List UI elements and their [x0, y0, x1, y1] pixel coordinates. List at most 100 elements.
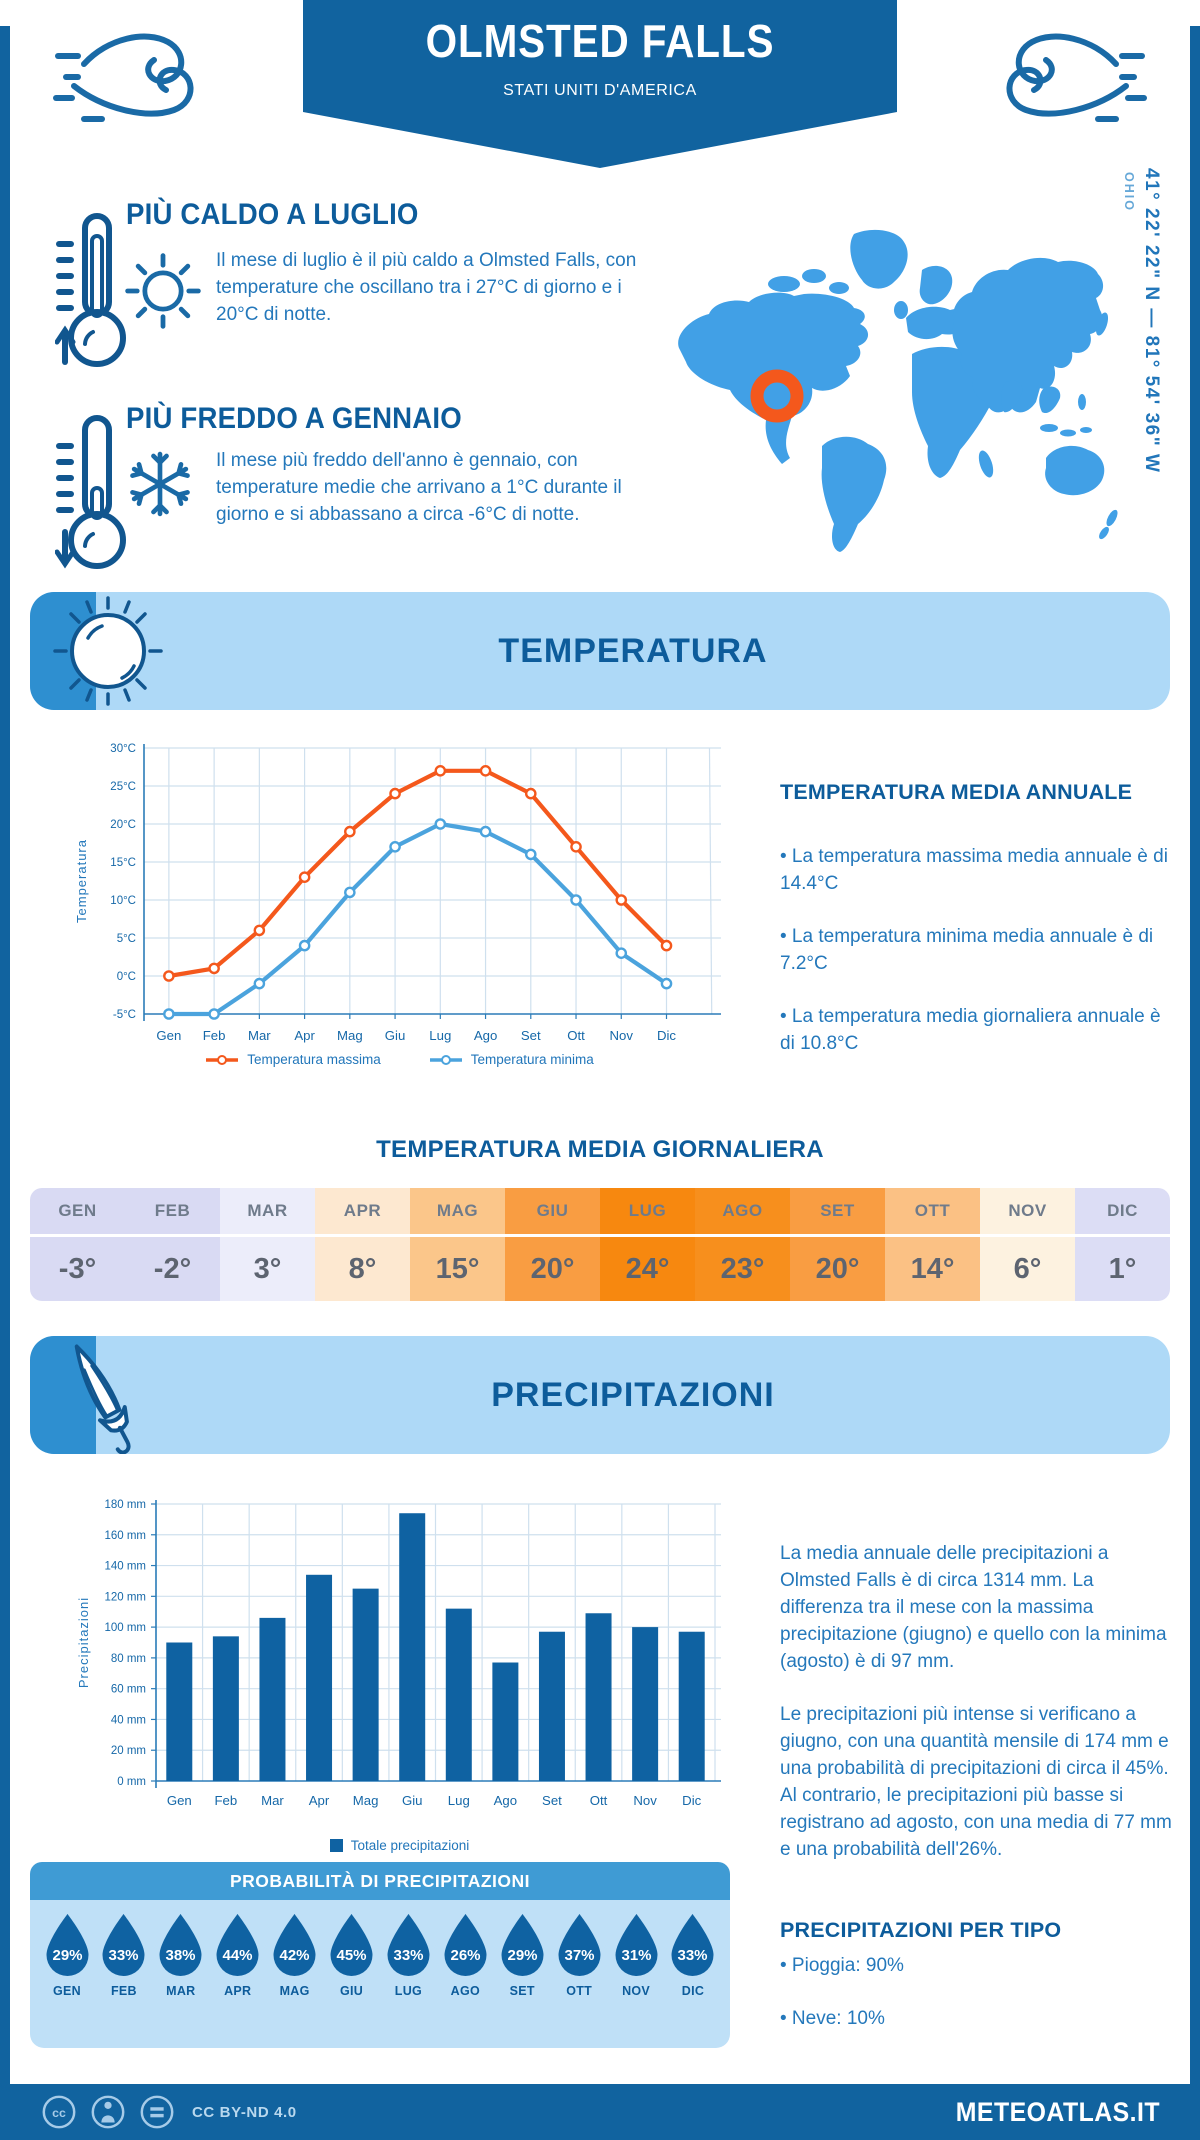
- table-temp-value: -2°: [125, 1237, 220, 1301]
- sun-icon: [125, 253, 201, 329]
- svg-text:180 mm: 180 mm: [104, 1499, 146, 1511]
- table-month-header: MAR: [220, 1188, 315, 1234]
- table-temp-value: 8°: [315, 1237, 410, 1301]
- svg-text:Gen: Gen: [167, 1793, 192, 1808]
- table-month-header: AGO: [695, 1188, 790, 1234]
- droplet-icon: 33%: [387, 1914, 430, 1976]
- svg-text:44%: 44%: [223, 1947, 253, 1964]
- svg-text:Temperatura: Temperatura: [74, 839, 89, 923]
- table-temp-value: 24°: [600, 1237, 695, 1301]
- svg-text:160 mm: 160 mm: [104, 1530, 146, 1542]
- svg-text:120 mm: 120 mm: [104, 1591, 146, 1603]
- probability-droplet: 37% OTT: [552, 1912, 606, 1998]
- header-banner: OLMSTED FALLS STATI UNITI D'AMERICA: [303, 0, 897, 112]
- droplet-icon: 38%: [159, 1914, 202, 1976]
- legend-square-swatch: [329, 1839, 343, 1852]
- svg-text:Ott: Ott: [567, 1028, 585, 1043]
- umbrella-icon: [74, 1344, 131, 1454]
- annual-temp-heading: TEMPERATURA MEDIA ANNUALE: [780, 780, 1133, 804]
- svg-text:45%: 45%: [337, 1947, 367, 1964]
- svg-text:140 mm: 140 mm: [104, 1561, 146, 1573]
- legend-line-swatch: [429, 1054, 462, 1065]
- table-temp-value: 20°: [505, 1237, 600, 1301]
- probability-droplet: 45% GIU: [325, 1912, 379, 1998]
- table-month-header: NOV: [980, 1188, 1075, 1234]
- probability-droplet: 33% DIC: [666, 1912, 720, 1998]
- temperature-chart-legend: Temperatura massima Temperatura minima: [72, 1052, 727, 1067]
- left-edge-bar: [0, 26, 10, 2140]
- table-temp-value: 14°: [885, 1237, 980, 1301]
- precip-type-bullets: • Pioggia: 90% • Neve: 10%: [780, 1952, 1172, 2058]
- svg-text:Lug: Lug: [448, 1793, 470, 1808]
- legend-item: Temperatura massima: [205, 1052, 381, 1067]
- precipitation-chart-legend: Totale precipitazioni: [72, 1838, 727, 1853]
- probability-droplet: 31% NOV: [609, 1912, 663, 1998]
- no-derivatives-icon: [140, 2095, 174, 2129]
- map-region-label: OHIO: [1122, 172, 1136, 212]
- table-month-header: FEB: [125, 1188, 220, 1234]
- droplet-month-label: NOV: [622, 1984, 651, 1998]
- wind-icon: [1006, 33, 1147, 122]
- table-temp-value: 1°: [1075, 1237, 1170, 1301]
- summary-paragraph: La media annuale delle precipitazioni a …: [780, 1543, 1167, 1672]
- svg-text:26%: 26%: [450, 1947, 480, 1964]
- svg-text:20°C: 20°C: [110, 819, 136, 831]
- brand-label: METEOATLAS.IT: [955, 2096, 1160, 2127]
- svg-text:Precipitazioni: Precipitazioni: [76, 1597, 91, 1688]
- svg-text:Mag: Mag: [337, 1028, 363, 1043]
- probability-banner: PROBABILITÀ DI PRECIPITAZIONI: [30, 1862, 730, 1900]
- bullet-item: • La temperatura minima media annuale è …: [780, 926, 1154, 974]
- svg-text:100 mm: 100 mm: [104, 1622, 146, 1634]
- daily-mean-heading: TEMPERATURA MEDIA GIORNALIERA: [376, 1136, 824, 1163]
- droplet-row: 29% GEN 33% FEB 38% MAR 44% APR 42% MAG 45% GIU 33% L…: [30, 1900, 730, 1998]
- legend-label: Temperatura minima: [470, 1052, 594, 1067]
- svg-text:Mar: Mar: [261, 1793, 284, 1808]
- droplet-month-label: FEB: [110, 1984, 137, 1998]
- droplet-month-label: APR: [224, 1984, 252, 1998]
- svg-text:37%: 37%: [564, 1947, 594, 1964]
- probability-panel: 29% GEN 33% FEB 38% MAR 44% APR 42% MAG 45% GIU 33% L…: [30, 1900, 730, 2048]
- table-temp-value: -3°: [30, 1237, 125, 1301]
- thermometer-hot-icon: [55, 213, 126, 367]
- svg-text:10°C: 10°C: [110, 895, 136, 907]
- table-month-header: SET: [790, 1188, 885, 1234]
- svg-text:Giu: Giu: [385, 1028, 406, 1043]
- svg-text:Set: Set: [542, 1793, 562, 1808]
- probability-droplet: 33% LUG: [381, 1912, 435, 1998]
- svg-text:38%: 38%: [166, 1947, 196, 1964]
- table-temp-value: 15°: [410, 1237, 505, 1301]
- probability-droplet: 44% APR: [211, 1912, 265, 1998]
- svg-text:Mar: Mar: [248, 1028, 271, 1043]
- page-subtitle: STATI UNITI D'AMERICA: [503, 82, 697, 99]
- svg-text:20 mm: 20 mm: [111, 1745, 146, 1757]
- probability-droplet: 26% AGO: [438, 1912, 492, 1998]
- droplet-month-label: GEN: [53, 1984, 81, 1998]
- svg-text:Nov: Nov: [633, 1793, 657, 1808]
- probability-droplet: 42% MAG: [268, 1912, 322, 1998]
- svg-text:Dic: Dic: [682, 1793, 701, 1808]
- table-month-header: OTT: [885, 1188, 980, 1234]
- svg-text:Ott: Ott: [590, 1793, 608, 1808]
- droplet-month-label: AGO: [450, 1984, 481, 1998]
- map-coordinates: 41° 22' 22" N — 81° 54' 36" W: [1141, 168, 1162, 474]
- legend-item: Temperatura minima: [429, 1052, 594, 1067]
- table-month-header: DIC: [1075, 1188, 1170, 1234]
- right-edge-bar: [1190, 26, 1200, 2140]
- daily-mean-table: GEN FEB MAR APR MAG GIU LUG AGO SET OTT NOV DIC -3° -…: [30, 1188, 1170, 1301]
- droplet-icon: 45%: [330, 1914, 373, 1976]
- table-temp-value: 6°: [980, 1237, 1075, 1301]
- warm-text: Il mese di luglio è il più caldo a Olmst…: [216, 250, 637, 325]
- svg-text:Apr: Apr: [309, 1793, 330, 1808]
- cc-icons: cc: [40, 2093, 176, 2131]
- temperature-section-banner: TEMPERATURA: [30, 592, 1170, 710]
- svg-text:Dic: Dic: [657, 1028, 676, 1043]
- table-temp-value: 20°: [790, 1237, 885, 1301]
- svg-text:30°C: 30°C: [110, 743, 136, 755]
- cc-icon: cc: [42, 2095, 76, 2129]
- svg-text:5°C: 5°C: [117, 933, 136, 945]
- location-marker: [750, 369, 804, 423]
- table-month-header: MAG: [410, 1188, 505, 1234]
- header-banner-chevron: [303, 112, 897, 168]
- precipitation-bar-chart: 0 mm 20 mm 40 mm 60 mm 80 mm 100 mm 120 mm 140 …: [76, 1499, 721, 1808]
